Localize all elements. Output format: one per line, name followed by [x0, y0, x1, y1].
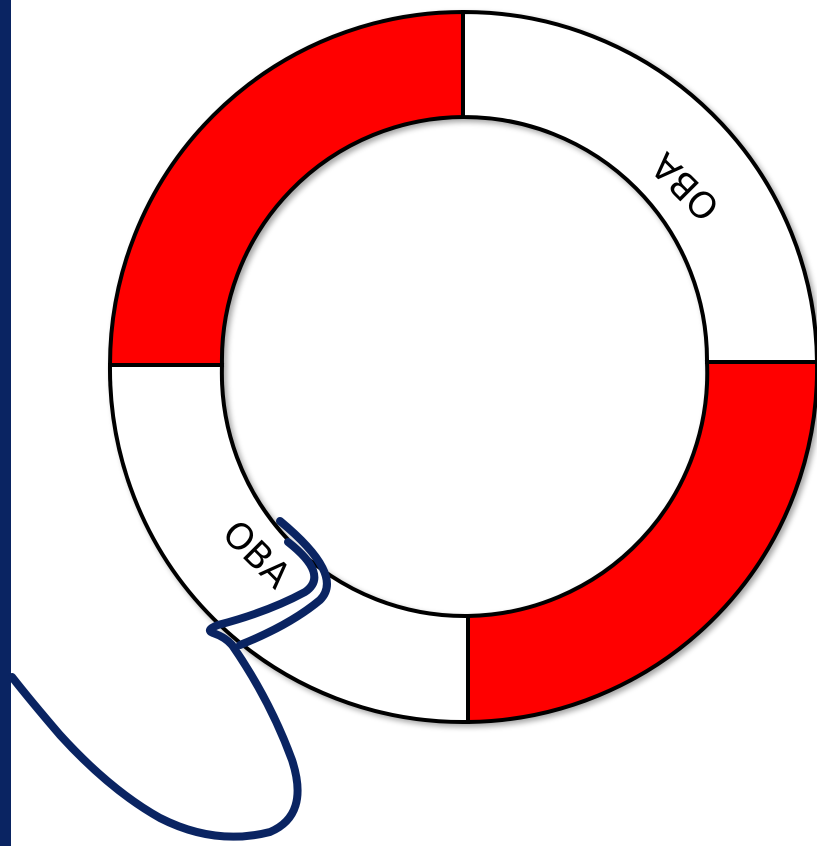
ring-segment-top-left — [107, 9, 465, 367]
ring-segment-bottom-right — [466, 360, 817, 725]
rope-loop-outer — [236, 517, 331, 649]
rope-tail — [8, 641, 302, 841]
left-bar — [0, 0, 11, 846]
rope — [8, 517, 331, 841]
ring-segment-top-right — [461, 9, 817, 364]
lifebuoy-ring — [107, 9, 817, 725]
rope-loop-inner — [205, 538, 319, 649]
